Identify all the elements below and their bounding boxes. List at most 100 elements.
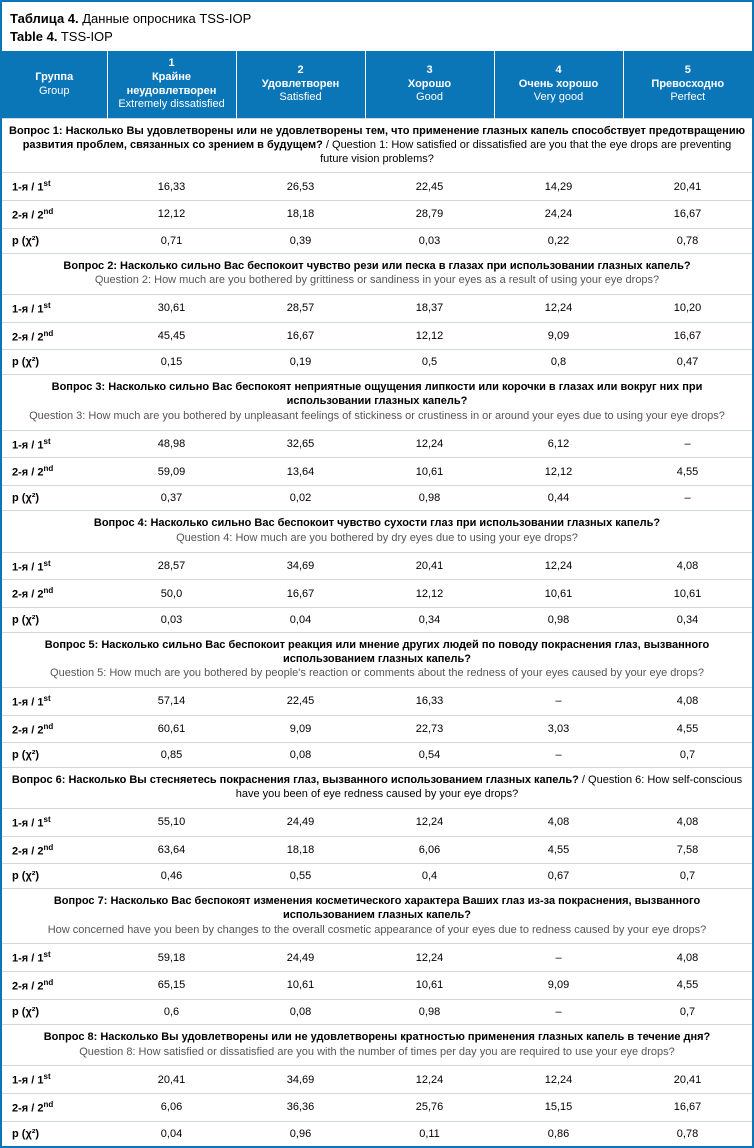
- cell: 0,86: [494, 1121, 623, 1146]
- col-header-3-en: Good: [416, 91, 443, 103]
- cell: 0,22: [494, 228, 623, 253]
- table-row: 1-я / 1st55,1024,4912,244,084,08: [2, 808, 752, 836]
- table-row: 2-я / 2nd45,4516,6712,129,0916,67: [2, 322, 752, 350]
- table-head: Группа Group 1 Крайне неудовлетворен Ext…: [2, 51, 752, 119]
- col-header-4-ru: Очень хорошо: [519, 78, 598, 90]
- cell: 16,33: [365, 688, 494, 716]
- col-header-2-en: Satisfied: [279, 91, 321, 103]
- table-row: 2-я / 2nd59,0913,6410,6112,124,55: [2, 458, 752, 486]
- row-label: 2-я / 2nd: [2, 458, 107, 486]
- caption-ru-text: Данные опросника TSS-IOP: [79, 11, 252, 26]
- cell: 0,98: [365, 486, 494, 511]
- table-container: Таблица 4. Данные опросника TSS-IOP Tabl…: [0, 0, 754, 1148]
- cell: 63,64: [107, 836, 236, 864]
- question-heading-en-text: Question 5: How much are you bothered by…: [2, 667, 752, 687]
- col-header-3-n: 3: [426, 64, 432, 76]
- cell: 48,98: [107, 430, 236, 458]
- cell: 12,24: [365, 944, 494, 972]
- table-row: 1-я / 1st20,4134,6912,2412,2420,41: [2, 1066, 752, 1094]
- table-row: 2-я / 2nd12,1218,1828,7924,2416,67: [2, 201, 752, 229]
- question-heading: Вопрос 6: Насколько Вы стесняетесь покра…: [2, 768, 752, 809]
- row-label: 2-я / 2nd: [2, 201, 107, 229]
- cell: 0,37: [107, 486, 236, 511]
- cell: 28,79: [365, 201, 494, 229]
- cell: 24,49: [236, 808, 365, 836]
- col-header-5-n: 5: [685, 64, 691, 76]
- question-heading-ru: Вопрос 7: Насколько Вас беспокоят измене…: [2, 889, 752, 924]
- col-header-3-ru: Хорошо: [408, 78, 451, 90]
- col-header-1-en: Extremely dissatisfied: [118, 98, 224, 110]
- cell: 0,85: [107, 743, 236, 768]
- col-header-5-en: Perfect: [670, 91, 705, 103]
- table-row: 1-я / 1st48,9832,6512,246,12–: [2, 430, 752, 458]
- cell: 0,03: [107, 607, 236, 632]
- row-label: 1-я / 1st: [2, 430, 107, 458]
- cell: 0,47: [623, 350, 752, 375]
- cell: 16,67: [623, 201, 752, 229]
- cell: 18,18: [236, 836, 365, 864]
- cell: 0,71: [107, 228, 236, 253]
- col-header-3: 3 Хорошо Good: [365, 51, 494, 119]
- cell: 4,55: [623, 458, 752, 486]
- cell: 0,08: [236, 743, 365, 768]
- cell: 0,5: [365, 350, 494, 375]
- cell: 24,24: [494, 201, 623, 229]
- question-heading-text: Вопрос 6: Насколько Вы стесняетесь покра…: [2, 768, 752, 809]
- row-label: p (χ²): [2, 607, 107, 632]
- col-header-2: 2 Удовлетворен Satisfied: [236, 51, 365, 119]
- cell: 22,73: [365, 715, 494, 743]
- table-body: Вопрос 1: Насколько Вы удовлетворены или…: [2, 119, 752, 1146]
- col-header-4: 4 Очень хорошо Very good: [494, 51, 623, 119]
- cell: 12,24: [365, 430, 494, 458]
- question-heading-en: Question 2: How much are you bothered by…: [2, 274, 752, 294]
- question-heading-ru: Вопрос 2: Насколько сильно Вас беспокоит…: [2, 253, 752, 274]
- cell: 0,96: [236, 1121, 365, 1146]
- cell: 0,39: [236, 228, 365, 253]
- cell: 12,24: [365, 808, 494, 836]
- col-header-group: Группа Group: [2, 51, 107, 119]
- cell: 9,09: [494, 972, 623, 1000]
- row-label: 1-я / 1st: [2, 552, 107, 580]
- question-heading: Вопрос 1: Насколько Вы удовлетворены или…: [2, 119, 752, 173]
- col-header-2-n: 2: [297, 64, 303, 76]
- cell: 10,61: [494, 580, 623, 608]
- cell: 59,18: [107, 944, 236, 972]
- question-heading-ru: Вопрос 5: Насколько сильно Вас беспокоит…: [2, 632, 752, 667]
- question-heading: Вопрос 7: Насколько Вас беспокоят измене…: [2, 889, 752, 924]
- question-heading-en-text: Question 4: How much are you bothered by…: [2, 532, 752, 552]
- cell: 0,08: [236, 999, 365, 1024]
- row-label: p (χ²): [2, 864, 107, 889]
- table-row: 1-я / 1st59,1824,4912,24–4,08: [2, 944, 752, 972]
- cell: 0,04: [107, 1121, 236, 1146]
- cell: 25,76: [365, 1093, 494, 1121]
- cell: 20,41: [623, 1066, 752, 1094]
- cell: 0,44: [494, 486, 623, 511]
- row-label: 1-я / 1st: [2, 808, 107, 836]
- cell: 50,0: [107, 580, 236, 608]
- table-row: 2-я / 2nd60,619,0922,733,034,55: [2, 715, 752, 743]
- cell: –: [494, 688, 623, 716]
- cell: 16,33: [107, 173, 236, 201]
- cell: 0,7: [623, 864, 752, 889]
- question-heading-en: Question 8: How satisfied or dissatisfie…: [2, 1046, 752, 1066]
- cell: 12,12: [494, 458, 623, 486]
- table-row: 1-я / 1st57,1422,4516,33–4,08: [2, 688, 752, 716]
- row-label: 2-я / 2nd: [2, 580, 107, 608]
- cell: 55,10: [107, 808, 236, 836]
- cell: 10,61: [623, 580, 752, 608]
- cell: 12,12: [107, 201, 236, 229]
- caption-ru-label: Таблица 4.: [10, 11, 79, 26]
- question-heading: Вопрос 2: Насколько сильно Вас беспокоит…: [2, 253, 752, 274]
- cell: 12,24: [494, 552, 623, 580]
- row-label: 1-я / 1st: [2, 1066, 107, 1094]
- caption: Таблица 4. Данные опросника TSS-IOP Tabl…: [2, 2, 752, 51]
- cell: 0,15: [107, 350, 236, 375]
- caption-ru: Таблица 4. Данные опросника TSS-IOP: [10, 10, 744, 28]
- table-row: 1-я / 1st28,5734,6920,4112,244,08: [2, 552, 752, 580]
- cell: 59,09: [107, 458, 236, 486]
- table-row: p (χ²)0,030,040,340,980,34: [2, 607, 752, 632]
- cell: 16,67: [623, 1093, 752, 1121]
- question-heading-en: Question 3: How much are you bothered by…: [2, 410, 752, 430]
- cell: –: [494, 999, 623, 1024]
- cell: 34,69: [236, 552, 365, 580]
